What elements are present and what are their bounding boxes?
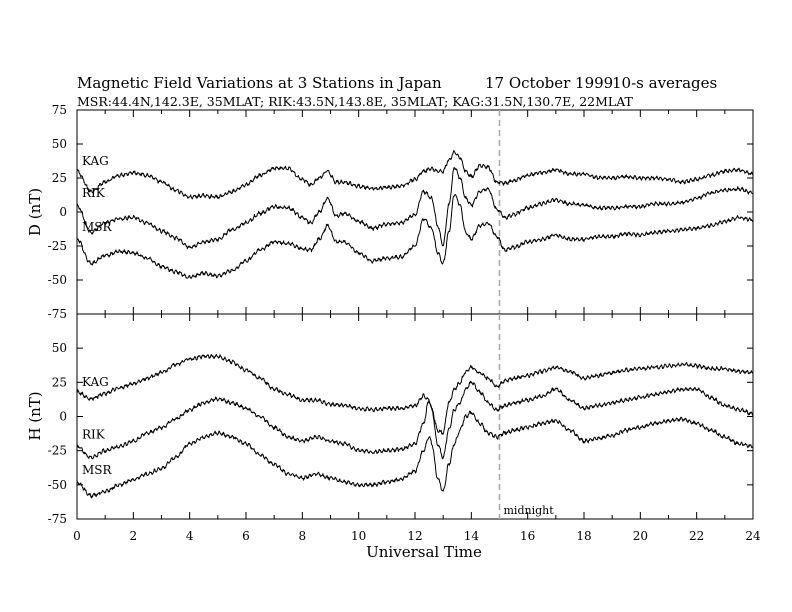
panel-h-ylabel: H (nT): [26, 391, 44, 440]
panel-d-frame: [76, 109, 754, 315]
y-tick-label: -25: [48, 444, 67, 458]
x-tick-label: 12: [407, 529, 422, 543]
y-tick-label: -50: [48, 273, 67, 287]
midnight-label: midnight: [504, 504, 555, 517]
chart-title: Magnetic Field Variations at 3 Stations …: [77, 74, 442, 92]
panel-d-series: KAG RIK MSR: [76, 150, 754, 279]
series-line-rik: [76, 167, 754, 250]
series-line-msr: [76, 194, 754, 279]
panel-h-series: KAG RIK MSR: [76, 354, 754, 499]
x-tick-label: 4: [186, 529, 194, 543]
x-tick-label: 22: [689, 529, 704, 543]
x-tick-label: 0: [73, 529, 81, 543]
y-tick-label: 50: [52, 137, 67, 151]
panel-h: -75 -50 -25 0 25 50 KAG RIK MSR H (nT) midnight: [26, 313, 754, 526]
x-tick-label: 20: [633, 529, 648, 543]
series-label-kag: KAG: [82, 154, 109, 168]
series-line-rik: [76, 380, 754, 460]
panel-d-yticks: -75 -50 -25 0 25 50 75: [48, 103, 753, 321]
y-tick-label: -25: [48, 239, 67, 253]
series-line-msr: [76, 410, 754, 499]
x-tick-label: 16: [520, 529, 535, 543]
chart-averaging: 10-s averages: [612, 74, 717, 92]
x-tick-label: 10: [351, 529, 366, 543]
series-label-kag: KAG: [82, 375, 109, 389]
y-tick-label: 25: [52, 375, 67, 389]
panel-d-ylabel: D (nT): [26, 188, 44, 236]
chart-date: 17 October 1999: [485, 74, 613, 92]
series-label-rik: RIK: [82, 428, 106, 442]
x-tick-label: 6: [242, 529, 250, 543]
panel-h-frame: [76, 313, 754, 520]
panel-h-yticks: -75 -50 -25 0 25 50: [48, 313, 753, 526]
y-tick-label: -50: [48, 478, 67, 492]
series-label-msr: MSR: [82, 463, 113, 477]
series-label-rik: RIK: [82, 186, 106, 200]
panel-h-xticks: [76, 314, 754, 519]
series-line-kag: [76, 150, 754, 200]
y-tick-label: 0: [59, 410, 67, 424]
y-tick-label: 50: [52, 341, 67, 355]
y-tick-label: 0: [59, 205, 67, 219]
y-tick-label: 75: [52, 103, 67, 117]
series-label-msr: MSR: [82, 220, 113, 234]
x-axis-label: Universal Time: [366, 543, 482, 561]
panel-d: -75 -50 -25 0 25 50 75 KAG RIK MSR D (nT): [26, 103, 754, 321]
y-tick-label: -75: [48, 512, 67, 526]
x-tick-label: 24: [745, 529, 761, 543]
panel-d-xticks: [76, 110, 754, 314]
y-tick-label: -75: [48, 307, 67, 321]
series-line-kag: [76, 354, 754, 435]
chart-subtitle: MSR:44.4N,142.3E, 35MLAT; RIK:43.5N,143.…: [77, 94, 634, 109]
y-tick-label: 25: [52, 171, 67, 185]
x-tick-label: 2: [130, 529, 138, 543]
x-tick-labels: 0 2 4 6 8 10 12 14 16 18 20 22 24: [73, 529, 761, 543]
x-tick-label: 14: [464, 529, 480, 543]
x-tick-label: 8: [299, 529, 307, 543]
x-tick-label: 18: [576, 529, 591, 543]
